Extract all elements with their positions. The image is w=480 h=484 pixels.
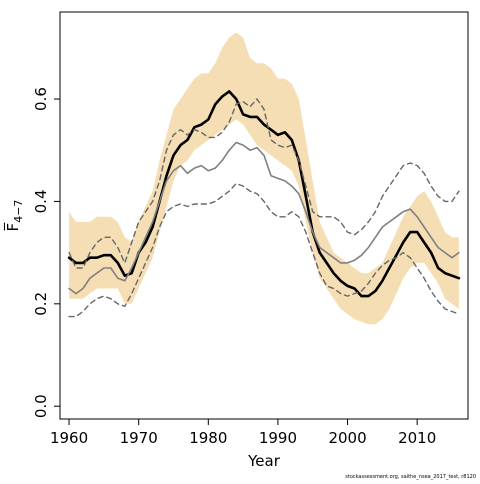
- y-axis: 0.0 0.2 0.4 0.6: [32, 87, 60, 418]
- series-lines-layer: [67, 90, 461, 318]
- x-tick-label: 1970: [120, 429, 158, 447]
- x-axis-title: Year: [247, 452, 281, 470]
- estimate-line: [67, 90, 461, 298]
- confidence-band-layer: [69, 32, 459, 325]
- x-tick-label: 1960: [50, 429, 88, 447]
- x-axis: 1960 1970 1980 1990 2000 2010: [50, 419, 436, 447]
- y-tick-label: 0.2: [32, 292, 50, 316]
- y-axis-title-subscript: 4−7: [12, 200, 25, 223]
- x-tick-label: 2000: [328, 429, 366, 447]
- footnote: stockassessment.org, saithe_nsea_2017_te…: [345, 474, 476, 480]
- x-tick-label: 2010: [398, 429, 436, 447]
- y-tick-label: 0.6: [32, 87, 50, 111]
- confidence-band: [69, 32, 459, 325]
- comparison-upper-dashed-line: [68, 98, 460, 269]
- y-tick-label: 0.4: [32, 189, 50, 213]
- y-axis-title-main: F̅: [3, 222, 22, 232]
- y-tick-label: 0.0: [32, 394, 50, 418]
- comparison-lower-dashed-line: [68, 182, 460, 318]
- y-axis-title: F̅4−7: [3, 200, 25, 232]
- x-tick-label: 1980: [189, 429, 227, 447]
- x-tick-label: 1990: [259, 429, 297, 447]
- comparison-line: [68, 141, 460, 295]
- plot-frame: [59, 11, 469, 420]
